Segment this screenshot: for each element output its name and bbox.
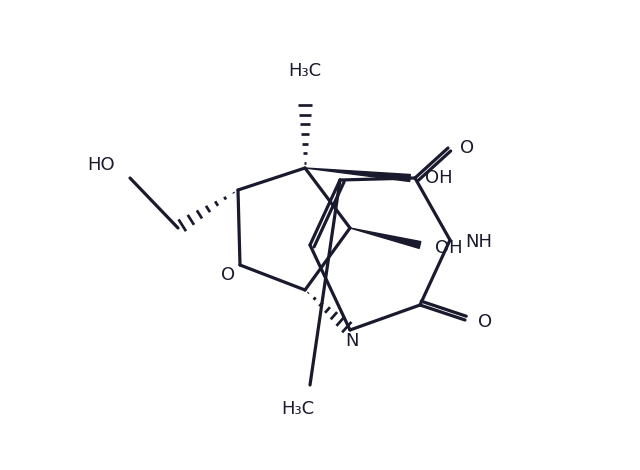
Polygon shape [305,168,410,181]
Text: H₃C: H₃C [289,62,321,80]
Polygon shape [350,228,421,249]
Text: O: O [478,313,492,331]
Text: NH: NH [465,233,492,251]
Text: H₃C: H₃C [282,400,315,418]
Text: HO: HO [88,156,115,174]
Text: O: O [221,266,235,284]
Text: OH: OH [435,239,463,257]
Text: OH: OH [425,169,452,187]
Text: O: O [460,139,474,157]
Text: N: N [345,332,359,350]
